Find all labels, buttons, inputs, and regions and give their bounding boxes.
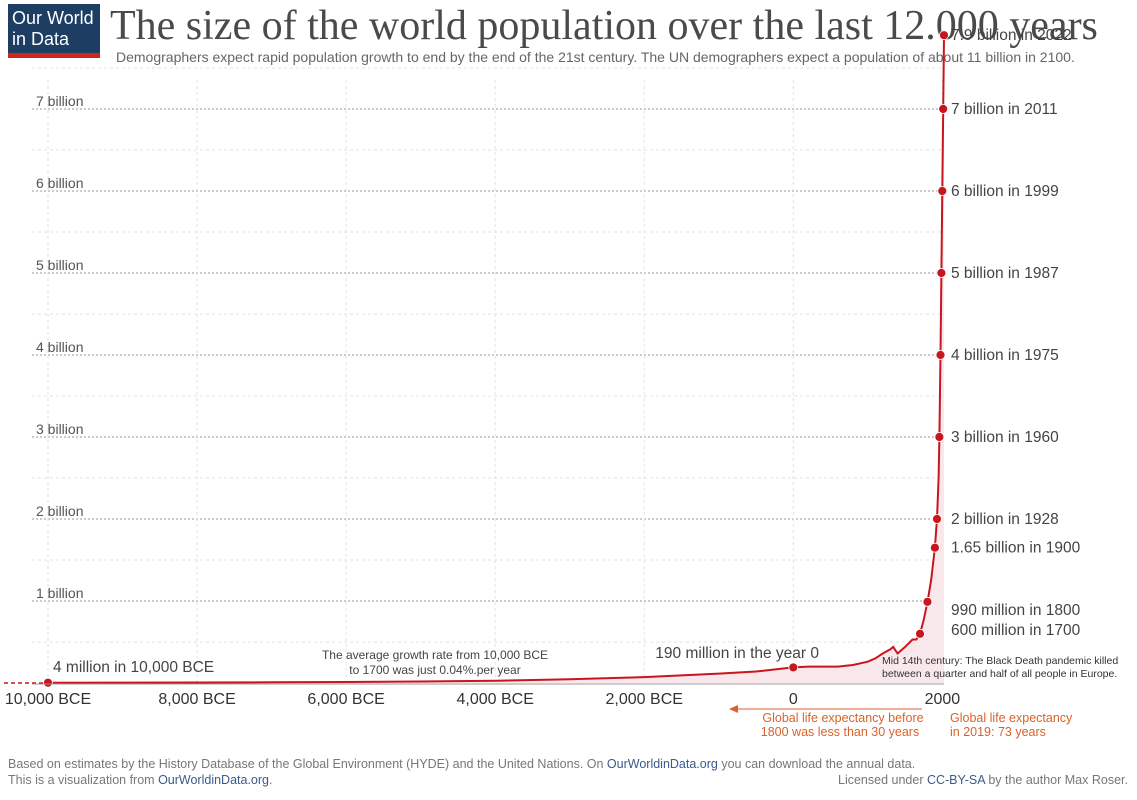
black-death-annotation-line2: between a quarter and half of all people… — [882, 668, 1117, 680]
point-label-11: 7.9 billion in 2022 — [951, 27, 1072, 44]
visualization-note: This is a visualization from OurWorldinD… — [8, 773, 272, 787]
black-death-annotation-line1: Mid 14th century: The Black Death pandem… — [882, 655, 1118, 667]
owid-logo: Our World in Data — [8, 4, 100, 58]
owid-link[interactable]: OurWorldinData.org — [606, 757, 718, 771]
data-point-5 — [932, 514, 942, 524]
point-label-1: 190 million in the year 0 — [655, 645, 819, 662]
data-point-2 — [915, 628, 925, 639]
data-point-7 — [935, 350, 946, 360]
data-point-11 — [939, 30, 949, 41]
x-tick-label-3: 4,000 BCE — [456, 691, 533, 708]
life-exp-before-line1: Global life expectancy before — [762, 711, 923, 725]
life-exp-2019-line1: Global life expectancy — [950, 711, 1073, 725]
data-point-8 — [936, 268, 947, 278]
logo-line1: Our World — [12, 8, 94, 28]
y-tick-label-1: 1 billion — [36, 585, 83, 601]
point-label-6: 3 billion in 1960 — [951, 429, 1059, 446]
y-tick-label-6: 6 billion — [36, 175, 83, 191]
data-points — [43, 30, 949, 688]
population-line — [47, 35, 945, 684]
source-text-b: you can download the annual data. — [717, 757, 916, 771]
x-tick-label-0: 10,000 BCE — [5, 691, 91, 708]
point-label-7: 4 billion in 1975 — [951, 347, 1059, 364]
point-label-3: 990 million in 1800 — [951, 602, 1081, 619]
point-label-4: 1.65 billion in 1900 — [951, 540, 1081, 557]
x-tick-label-5: 0 — [789, 691, 798, 708]
chart-subtitle: Demographers expect rapid population gro… — [116, 49, 1075, 65]
license-link[interactable]: CC-BY-SA — [926, 773, 985, 787]
annotations: The average growth rate from 10,000 BCE … — [322, 648, 1118, 739]
data-point-6 — [934, 432, 945, 442]
point-label-10: 7 billion in 2011 — [951, 101, 1058, 118]
data-point-1 — [788, 662, 799, 673]
x-tick-label-1: 8,000 BCE — [158, 691, 235, 708]
data-point-10 — [938, 104, 949, 114]
license-note: Licensed under CC-BY-SA by the author Ma… — [838, 773, 1128, 787]
y-tick-label-4: 4 billion — [36, 339, 83, 355]
owid-link-2[interactable]: OurWorldinData.org — [158, 773, 269, 787]
grid — [32, 67, 944, 683]
source-note: Based on estimates by the History Databa… — [8, 757, 915, 771]
point-label-8: 5 billion in 1987 — [951, 265, 1059, 282]
growth-annotation-line1: The average growth rate from 10,000 BCE — [322, 648, 548, 662]
y-tick-label-3: 3 billion — [36, 421, 83, 437]
axes: 1 billion 2 billion 3 billion 4 billion 5 bi… — [5, 93, 960, 708]
point-label-0: 4 million in 10,000 BCE — [53, 659, 214, 676]
x-tick-label-2: 6,000 BCE — [307, 691, 384, 708]
data-point-9 — [937, 186, 948, 196]
growth-annotation-line2: to 1700 was just 0.04%.per year — [349, 663, 520, 677]
population-area — [48, 35, 944, 683]
life-exp-2019-line2: in 2019: 73 years — [950, 725, 1046, 739]
point-label-5: 2 billion in 1928 — [951, 511, 1059, 528]
y-tick-label-5: 5 billion — [36, 257, 83, 273]
life-exp-before-line2: 1800 was less than 30 years — [761, 725, 919, 739]
data-point-0 — [43, 677, 53, 688]
data-point-3 — [922, 596, 933, 607]
y-tick-label-7: 7 billion — [36, 93, 83, 109]
license-text-a: Licensed under — [838, 773, 927, 787]
logo-line2: in Data — [12, 29, 70, 49]
area-fill — [48, 35, 944, 683]
y-tick-label-2: 2 billion — [36, 503, 83, 519]
life-exp-arrowhead — [729, 705, 738, 713]
data-point-4 — [930, 542, 940, 553]
chart-title: The size of the world population over th… — [110, 3, 1098, 49]
series-line — [4, 35, 945, 684]
point-label-2: 600 million in 1700 — [951, 622, 1081, 639]
source-text-a: Based on estimates by the History Databa… — [8, 757, 607, 771]
x-tick-label-6: 2000 — [925, 691, 961, 708]
viz-text-b: . — [269, 773, 273, 787]
x-tick-label-4: 2,000 BCE — [606, 691, 683, 708]
point-labels: 4 million in 10,000 BCE 190 million in th… — [53, 27, 1081, 676]
viz-text-a: This is a visualization from — [8, 773, 159, 787]
point-label-9: 6 billion in 1999 — [951, 183, 1059, 200]
license-text-b: by the author Max Roser. — [984, 773, 1128, 787]
